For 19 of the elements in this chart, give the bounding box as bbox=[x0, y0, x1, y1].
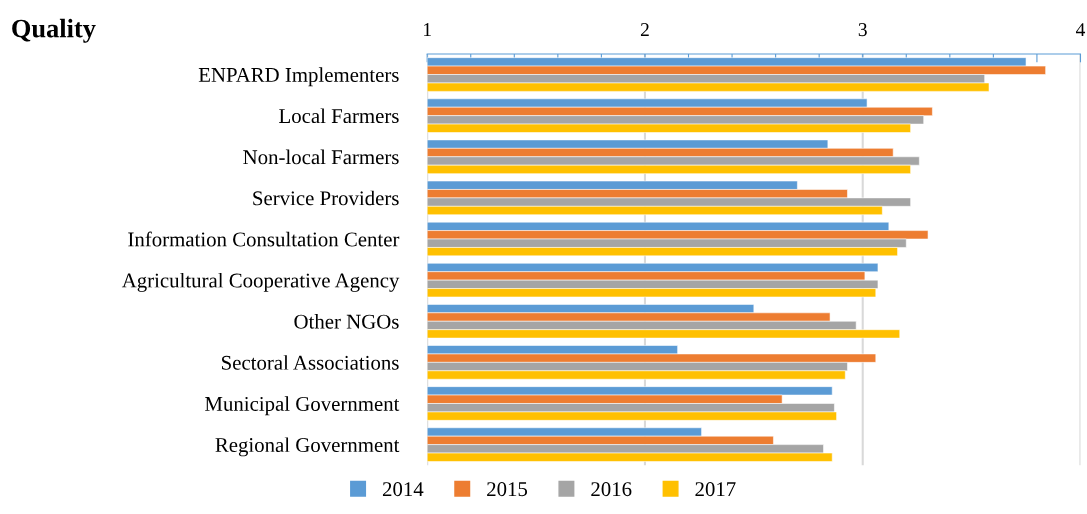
x-tick-label: 2 bbox=[640, 23, 649, 36]
y-tick-label: ENPARD Implementers bbox=[198, 67, 399, 87]
y-tick-label: Sectoral Associations bbox=[222, 355, 399, 370]
legend-label: 2015 bbox=[487, 482, 528, 497]
x-tick-label: 1 bbox=[424, 23, 431, 36]
y-tick-label: Municipal Government bbox=[205, 396, 400, 416]
x-tick-label: 4 bbox=[1076, 23, 1086, 36]
y-tick-label: Agricultural Cooperative Agency bbox=[121, 272, 400, 292]
y-tick-label: Other NGOs bbox=[294, 314, 399, 329]
y-tick-label: Service Providers bbox=[253, 190, 399, 206]
y-tick-label: Information Consultation Center bbox=[128, 231, 400, 247]
text: Quality bbox=[12, 18, 96, 43]
legend-label: 2016 bbox=[591, 482, 632, 497]
x-tick-label: 3 bbox=[858, 23, 867, 37]
legend-label: 2017 bbox=[695, 482, 736, 497]
y-tick-label: Regional Government bbox=[215, 437, 400, 457]
y-tick-label: Non-local Farmers bbox=[243, 149, 399, 165]
legend-label: 2014 bbox=[382, 482, 424, 497]
y-tick-label: Local Farmers bbox=[279, 108, 399, 124]
